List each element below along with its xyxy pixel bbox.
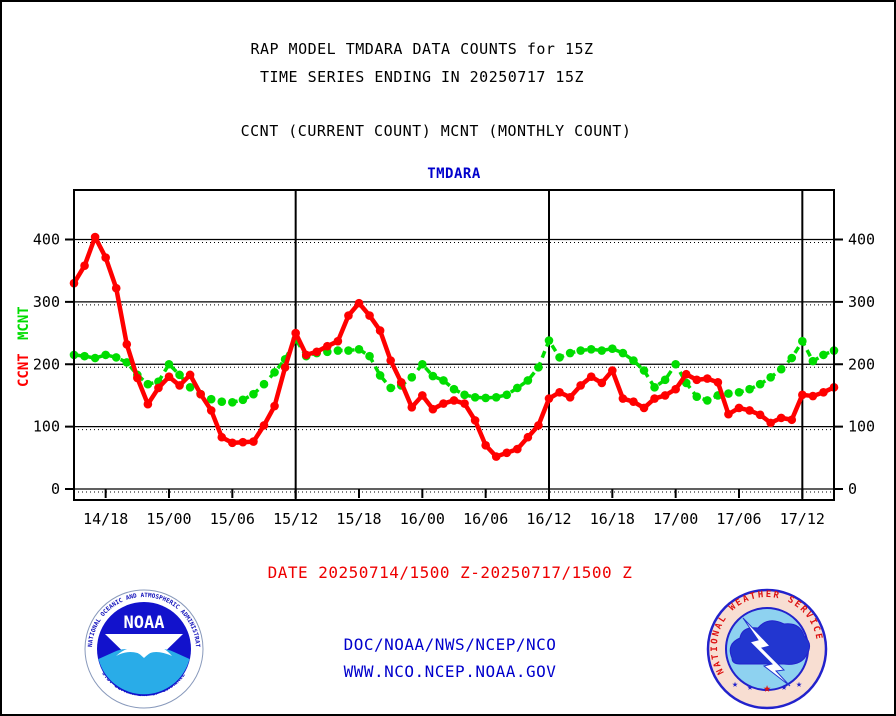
y-axis-tick-label-right: 400 (848, 231, 875, 249)
x-axis-tick-label: 14/18 (83, 510, 128, 528)
star-icon: ★ (763, 681, 771, 696)
legend-description: CCNT (CURRENT COUNT) MCNT (MONTHLY COUNT… (240, 122, 632, 140)
x-axis-tick-label: 16/00 (400, 510, 445, 528)
nws-stars: ★ ★ ★ ★ ★ (732, 679, 802, 696)
star-icon: ★ (732, 679, 738, 690)
data-series (69, 232, 839, 461)
x-axis-tick-label: 16/06 (463, 510, 508, 528)
x-axis-tick-label: 16/18 (590, 510, 635, 528)
y-axis-tick-label-left: 400 (33, 231, 60, 249)
star-icon: ★ (781, 682, 787, 693)
time-series-plot: 0 0 100 100 200 200 300 300 400 400 14/18 15/00 15/0… (16, 189, 875, 529)
star-icon: ★ (747, 682, 753, 693)
star-icon: ★ (796, 679, 802, 690)
chart-title: TMDARA (427, 166, 481, 182)
x-axis-tick-label: 17/12 (780, 510, 825, 528)
series-line-ccnt (72, 234, 835, 459)
left-axis-label-mcnt: MCNT (16, 306, 32, 340)
x-axis-tick-label: 15/06 (210, 510, 255, 528)
y-axis-tick-label-left: 0 (51, 480, 60, 498)
grid-lines (74, 238, 834, 493)
page-title: RAP MODEL TMDARA DATA COUNTS for 15Z (250, 40, 594, 58)
x-axis-tick-label: 15/18 (336, 510, 381, 528)
y-axis-tick-label-right: 100 (848, 418, 875, 436)
website-label: WWW.NCO.NCEP.NOAA.GOV (343, 662, 557, 681)
noaa-wordmark: NOAA (124, 613, 165, 633)
y-axis-tick-label-left: 100 (33, 418, 60, 436)
x-axis-tick-label: 15/12 (273, 510, 318, 528)
nws-lightning-icon (742, 617, 791, 687)
noaa-gull-icon (116, 645, 172, 656)
x-axis-tick-label: 17/06 (716, 510, 761, 528)
y-axis-tick-label-right: 300 (848, 293, 875, 311)
left-axis-label-ccnt: CCNT (16, 353, 32, 387)
axis-labels: 0 0 100 100 200 200 300 300 400 400 14/18 15/00 15/0… (16, 231, 875, 529)
nws-logo: NATIONAL WEATHER SERVICE ★ ★ ★ ★ ★ (706, 588, 828, 710)
x-axis-tick-label: 16/12 (526, 510, 571, 528)
plot-frame (73, 189, 835, 501)
noaa-logo: NATIONAL OCEANIC AND ATMOSPHERIC ADMINIS… (82, 586, 204, 709)
x-axis-tick-label: 15/00 (146, 510, 191, 528)
y-axis-tick-label-right: 0 (848, 480, 857, 498)
page-subtitle: TIME SERIES ENDING IN 20250717 15Z (259, 68, 585, 86)
y-axis-tick-label-left: 200 (33, 355, 60, 373)
organization-label: DOC/NOAA/NWS/NCEP/NCO (343, 635, 557, 654)
y-axis-tick-label-left: 300 (33, 293, 60, 311)
y-axis-tick-label-right: 200 (848, 355, 875, 373)
x-axis-tick-label: 17/00 (653, 510, 698, 528)
noaa-sea-shape (98, 649, 190, 695)
date-range-label: DATE 20250714/1500 Z-20250717/1500 Z (267, 563, 633, 582)
nws-cloud-icon (729, 620, 810, 665)
